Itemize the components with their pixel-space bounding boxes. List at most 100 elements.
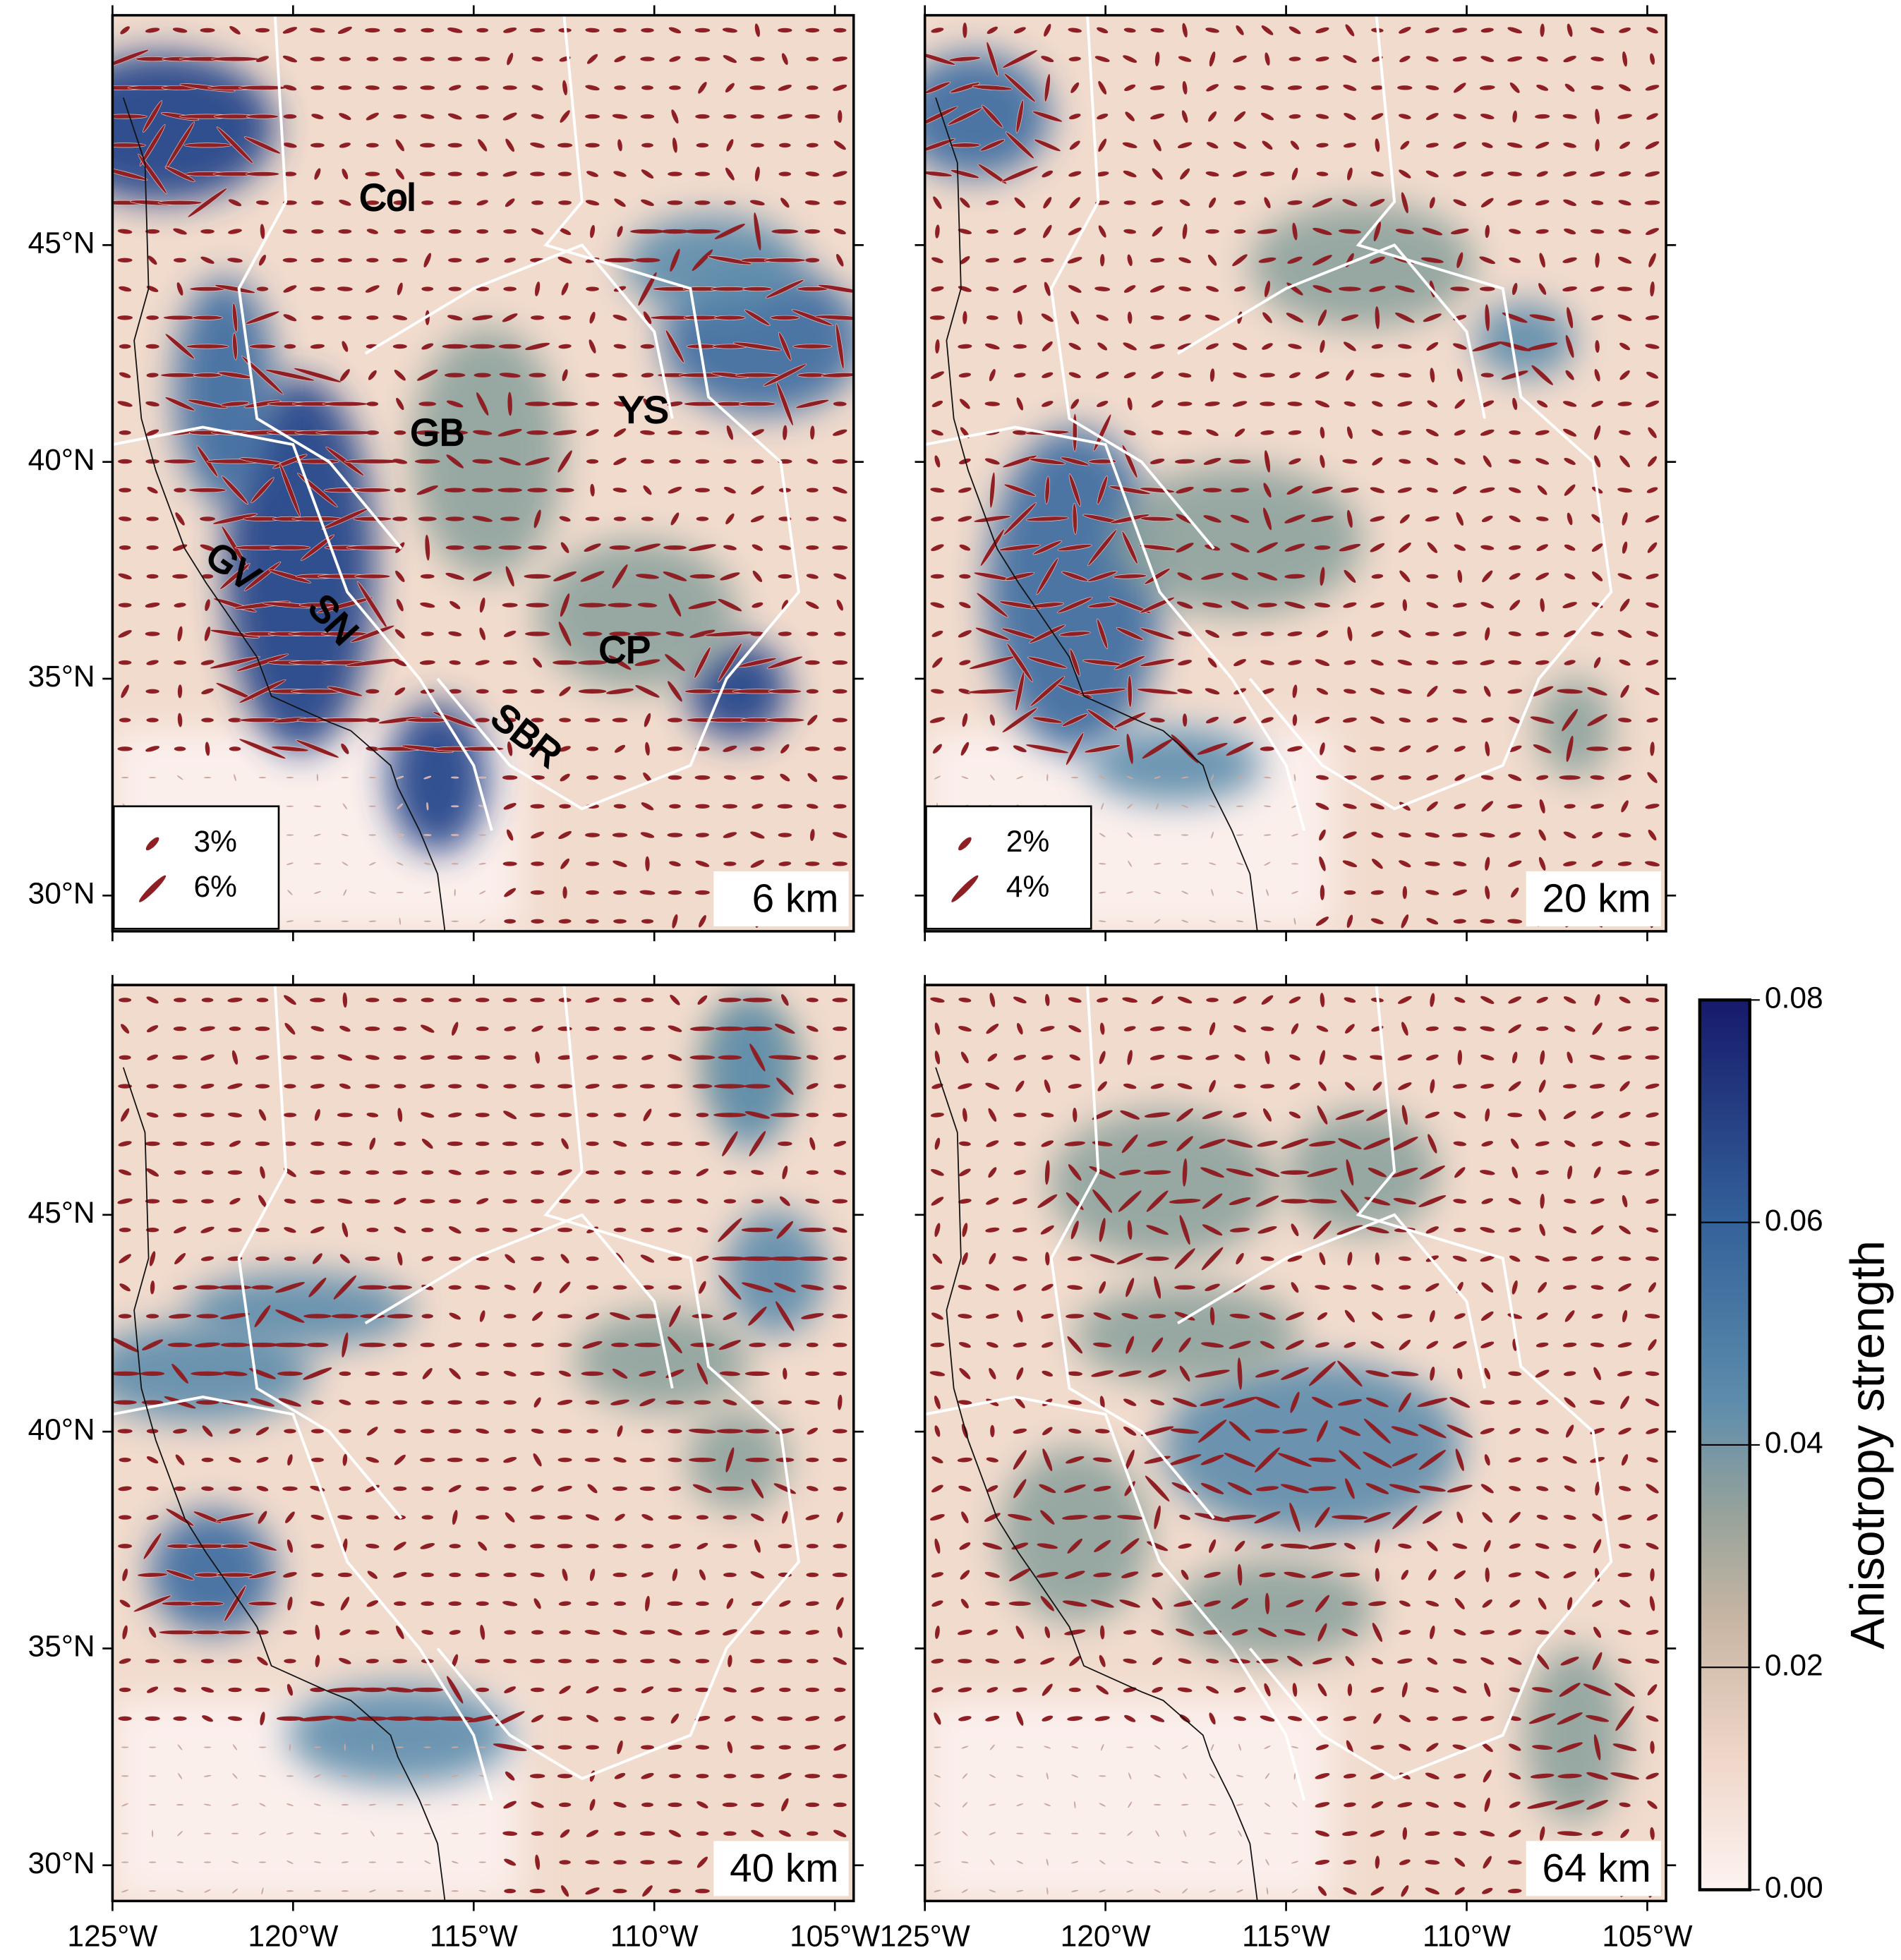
anisotropy-glyph (1177, 689, 1193, 694)
anisotropy-glyph (723, 1687, 737, 1693)
anisotropy-glyph (1567, 1051, 1573, 1064)
anisotropy-glyph (961, 1746, 969, 1749)
anisotropy-glyph (1370, 918, 1384, 924)
anisotropy-glyph (258, 1109, 267, 1121)
anisotropy-glyph (315, 1654, 320, 1668)
anisotropy-glyph (1287, 85, 1303, 90)
anisotropy-glyph (420, 1542, 435, 1549)
anisotropy-glyph (423, 920, 432, 922)
anisotropy-glyph (1178, 56, 1192, 62)
anisotropy-glyph (1016, 1889, 1024, 1892)
anisotropy-glyph (145, 1716, 160, 1721)
anisotropy-glyph (1012, 1687, 1027, 1693)
anisotropy-glyph (1344, 569, 1356, 583)
anisotropy-glyph (1447, 1484, 1473, 1493)
anisotropy-glyph (386, 1687, 414, 1693)
anisotropy-glyph (668, 593, 682, 617)
anisotropy-glyph (726, 425, 733, 440)
anisotropy-glyph (1590, 1342, 1605, 1348)
anisotropy-glyph (313, 1746, 322, 1748)
anisotropy-glyph (1152, 1337, 1164, 1353)
anisotropy-glyph (833, 1802, 847, 1808)
anisotropy-glyph (1125, 891, 1134, 894)
anisotropy-glyph (1375, 1252, 1380, 1265)
anisotropy-glyph (316, 773, 318, 782)
anisotropy-glyph (392, 56, 407, 61)
anisotropy-glyph (1209, 1022, 1216, 1036)
anisotropy-glyph (393, 114, 407, 119)
anisotropy-glyph (478, 1746, 486, 1748)
anisotropy-glyph (1068, 227, 1082, 236)
anisotropy-glyph (446, 400, 464, 408)
anisotropy-glyph (1646, 1428, 1659, 1434)
anisotropy-glyph (1209, 1079, 1216, 1093)
anisotropy-glyph (311, 200, 324, 205)
anisotropy-glyph (791, 309, 833, 327)
anisotropy-glyph (1311, 1396, 1333, 1408)
legend-glyph (145, 837, 159, 851)
anisotropy-glyph (750, 1745, 765, 1750)
anisotropy-glyph (174, 258, 187, 262)
anisotropy-glyph (1426, 602, 1439, 608)
anisotropy-glyph (585, 1514, 600, 1521)
anisotropy-glyph (1287, 256, 1303, 264)
anisotropy-glyph (1178, 430, 1193, 435)
anisotropy-glyph (476, 1256, 489, 1262)
anisotropy-glyph (1372, 457, 1383, 466)
anisotropy-glyph (558, 315, 572, 320)
anisotropy-glyph (1512, 110, 1517, 123)
anisotropy-glyph (667, 1084, 683, 1089)
anisotropy-glyph (451, 920, 459, 922)
anisotropy-glyph (782, 1166, 788, 1180)
anisotropy-glyph (1308, 1486, 1336, 1492)
anisotropy-glyph (310, 344, 325, 349)
anisotropy-glyph (1013, 1113, 1027, 1118)
anisotropy-glyph (216, 126, 254, 164)
anisotropy-glyph (420, 1024, 435, 1033)
anisotropy-glyph (1591, 1256, 1604, 1262)
anisotropy-glyph (668, 1829, 682, 1837)
anisotropy-glyph (612, 114, 628, 119)
anisotropy-glyph (833, 1055, 847, 1060)
anisotropy-glyph (833, 1657, 847, 1665)
anisotropy-glyph (668, 681, 682, 702)
anisotropy-glyph (394, 1226, 406, 1233)
anisotropy-glyph (1262, 343, 1273, 350)
anisotropy-glyph (1619, 1226, 1631, 1235)
anisotropy-glyph (1149, 718, 1165, 722)
anisotropy-glyph (640, 1860, 655, 1865)
anisotropy-glyph (1454, 997, 1466, 1003)
anisotropy-glyph (300, 534, 334, 561)
anisotropy-glyph (1391, 1371, 1419, 1377)
anisotropy-glyph (1452, 717, 1468, 723)
anisotropy-glyph (1229, 1313, 1250, 1319)
anisotropy-glyph (1424, 861, 1440, 866)
anisotropy-glyph (1154, 776, 1161, 779)
anisotropy-glyph (1593, 1367, 1601, 1381)
anisotropy-glyph (641, 919, 654, 924)
anisotropy-glyph (1154, 891, 1161, 895)
anisotropy-glyph (183, 143, 231, 148)
coastline (122, 1067, 446, 1901)
anisotropy-glyph (665, 653, 685, 672)
anisotropy-glyph (1126, 1861, 1134, 1864)
anisotropy-glyph (1094, 56, 1110, 63)
anisotropy-glyph (1005, 131, 1034, 159)
anisotropy-glyph (1429, 197, 1435, 209)
anisotropy-glyph (1016, 1774, 1024, 1778)
anisotropy-glyph (1092, 1110, 1113, 1120)
depth-box (1526, 1841, 1661, 1897)
anisotropy-glyph (533, 509, 541, 528)
anisotropy-glyph (1181, 804, 1189, 808)
anisotropy-glyph (1013, 284, 1027, 294)
anisotropy-glyph (1068, 342, 1081, 351)
anisotropy-glyph (1480, 1341, 1495, 1348)
anisotropy-glyph (1027, 656, 1068, 669)
anisotropy-glyph (1068, 171, 1082, 177)
anisotropy-glyph (474, 1055, 490, 1060)
anisotropy-glyph (585, 997, 600, 1003)
anisotropy-glyph (833, 28, 847, 33)
anisotropy-glyph (557, 1745, 572, 1750)
anisotropy-glyph (1425, 832, 1440, 838)
anisotropy-glyph (777, 1141, 792, 1147)
